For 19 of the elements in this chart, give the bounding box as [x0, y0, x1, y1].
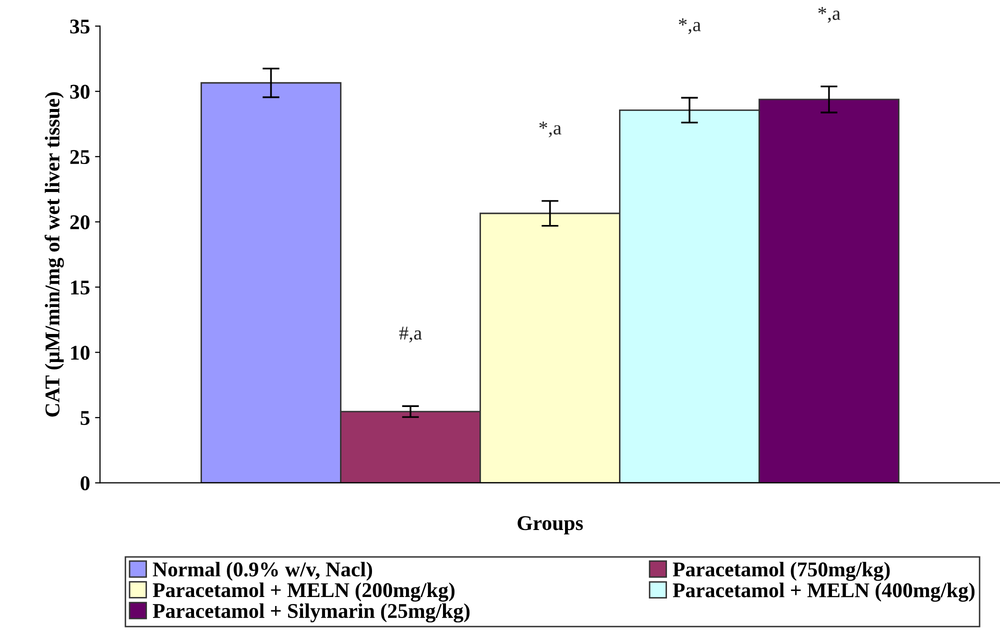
legend-label: Normal (0.9% w/v, Nacl)	[152, 562, 372, 581]
legend-label: Paracetamol + MELN (400mg/kg)	[672, 582, 974, 602]
y-tick-label: 20	[70, 215, 90, 230]
y-tick-label: 25	[70, 150, 90, 164]
annotation: *,a	[678, 18, 701, 34]
legend-label: Paracetamol (750mg/kg)	[672, 562, 890, 581]
legend-label: Paracetamol + Silymarin (25mg/kg)	[152, 603, 470, 622]
y-tick-label: 10	[71, 346, 90, 360]
y-tick-label: 30	[70, 84, 90, 99]
y-tick-label: 5	[80, 411, 90, 426]
y-axis-title: CAT (µM/min/mg of wet liver tissue)	[44, 92, 64, 417]
x-axis-title: Groups	[518, 516, 583, 534]
y-tick-label: 0	[80, 476, 90, 490]
legend-label: Paracetamol + MELN (200mg/kg)	[152, 582, 454, 602]
text: *,a	[818, 7, 840, 23]
y-tick-label: 35	[70, 20, 90, 34]
annotation: *,a	[539, 122, 562, 138]
annotation: #,a	[399, 326, 422, 342]
y-tick-label: 15	[71, 280, 90, 295]
